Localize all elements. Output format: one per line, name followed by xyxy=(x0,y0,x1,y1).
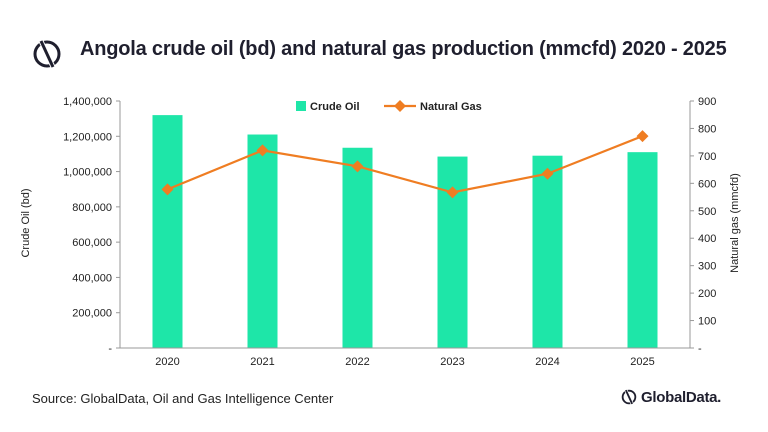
brand-logo: GlobalData. xyxy=(620,388,721,406)
bar-crude-oil xyxy=(152,115,183,348)
y-tick-label-right: 600 xyxy=(698,178,716,190)
y-tick-label-right: 800 xyxy=(698,123,716,135)
natural-gas-point xyxy=(351,160,364,173)
y-tick-label-left: 400,000 xyxy=(72,272,112,284)
source-note: Source: GlobalData, Oil and Gas Intellig… xyxy=(32,391,334,406)
bar-crude-oil xyxy=(532,155,563,348)
tick-labels: - 200,000 400,000 600,000 800,000 1,000,000 1,… xyxy=(63,96,716,368)
y-tick-label-left: 800,000 xyxy=(72,202,112,214)
natural-gas-point xyxy=(256,144,269,157)
y-tick-label-right: 700 xyxy=(698,151,716,163)
y-tick-label-right: 200 xyxy=(698,288,716,300)
axes xyxy=(116,100,694,349)
x-tick-label: 2025 xyxy=(630,356,654,368)
bar-crude-oil xyxy=(437,156,468,348)
y-tick-label-left: 1,000,000 xyxy=(63,167,112,179)
crude-oil-bars xyxy=(152,115,658,348)
y-tick-label-right: 300 xyxy=(698,261,716,273)
y-tick-label-right: - xyxy=(698,343,702,355)
globaldata-logo-icon xyxy=(621,389,637,405)
legend-label-natural-gas: Natural Gas xyxy=(420,101,482,113)
natural-gas-point xyxy=(541,167,554,180)
y-tick-label-right: 900 xyxy=(698,96,716,108)
y-tick-label-left: 600,000 xyxy=(72,237,112,249)
legend-swatch-natural-gas-marker xyxy=(394,100,406,112)
natural-gas-line xyxy=(161,130,649,199)
bar-crude-oil xyxy=(627,152,658,348)
natural-gas-point xyxy=(636,130,649,143)
brand-name: GlobalData. xyxy=(641,388,722,406)
natural-gas-point xyxy=(161,183,174,196)
bar-crude-oil xyxy=(247,134,278,348)
x-tick-label: 2022 xyxy=(345,356,369,368)
legend-label-crude-oil: Crude Oil xyxy=(310,101,360,113)
x-tick-label: 2021 xyxy=(250,356,274,368)
y-tick-label-right: 500 xyxy=(698,206,716,218)
legend-swatch-crude-oil xyxy=(296,101,306,111)
y-tick-label-left: 1,200,000 xyxy=(63,131,112,143)
x-tick-label: 2024 xyxy=(535,356,559,368)
natural-gas-series-line xyxy=(167,135,643,194)
y-tick-label-left: 1,400,000 xyxy=(63,96,112,108)
y-tick-label-left: 200,000 xyxy=(72,308,112,320)
chart-title: Angola crude oil (bd) and natural gas pr… xyxy=(80,38,727,60)
y-axis-title-right: Natural gas (mmcfd) xyxy=(729,173,741,273)
globaldata-logo-icon xyxy=(33,39,61,69)
y-tick-label-left: - xyxy=(108,343,112,355)
legend: Crude Oil Natural Gas xyxy=(296,100,482,113)
bar-crude-oil xyxy=(342,147,373,348)
natural-gas-point xyxy=(446,186,459,199)
x-tick-label: 2023 xyxy=(440,356,464,368)
x-tick-label: 2020 xyxy=(155,356,179,368)
y-tick-label-right: 100 xyxy=(698,316,716,328)
y-tick-label-right: 400 xyxy=(698,233,716,245)
y-axis-title-left: Crude Oil (bd) xyxy=(20,188,32,257)
